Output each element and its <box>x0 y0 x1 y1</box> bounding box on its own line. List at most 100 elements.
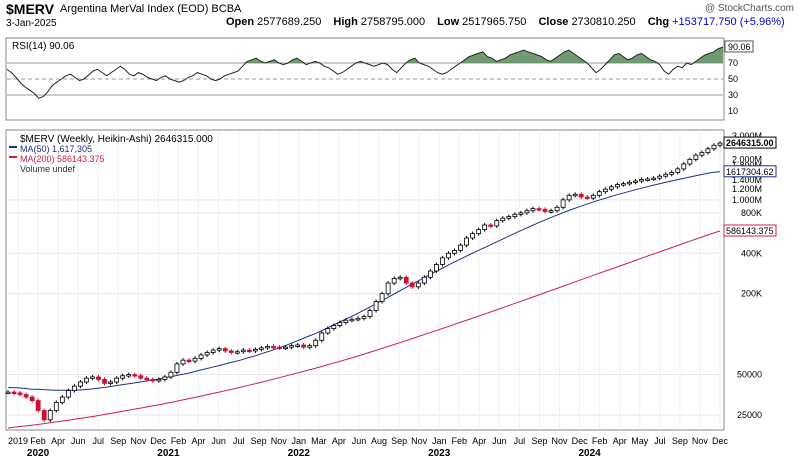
chg-label: Chg <box>647 16 670 28</box>
last-value-label: 1617304.62 <box>726 167 774 177</box>
candle-body <box>434 264 439 272</box>
candle-body <box>530 208 536 212</box>
candle-body <box>283 346 288 350</box>
price-x-year-label: 2024 <box>579 448 602 459</box>
candle-body <box>699 152 705 156</box>
price-x-tick-label: Jan <box>292 436 307 446</box>
candle-body <box>168 371 174 378</box>
price-x-tick-label: Apr <box>51 436 65 446</box>
candle-body <box>144 377 150 381</box>
price-x-tick-label: Dec <box>712 436 729 446</box>
price-x-tick-label: Jul <box>233 436 245 446</box>
candle-body <box>518 212 524 215</box>
high-label: High <box>333 16 358 28</box>
candle-body <box>446 252 451 259</box>
candle-body <box>482 224 488 231</box>
candle-body <box>596 191 602 196</box>
candle-body <box>572 193 578 197</box>
price-x-tick-label: Nov <box>411 436 428 446</box>
candle-body <box>578 193 584 198</box>
price-x-tick-label: Mar <box>311 436 327 446</box>
legend-ma200: MA(200) 586143.375 <box>20 154 105 164</box>
candle-body <box>524 210 530 214</box>
candle-body <box>512 213 518 218</box>
price-x-tick-label: Nov <box>130 436 147 446</box>
candle-body <box>35 400 41 411</box>
candle-body <box>192 357 198 362</box>
price-x-tick-label: Apr <box>332 436 346 446</box>
rsi-last-value-label: 90.06 <box>728 42 751 52</box>
price-x-tick-label: Aug <box>371 436 387 446</box>
change-value: +153717.750 (+5.96%) <box>672 16 785 28</box>
candle-body <box>204 352 210 356</box>
legend-swatch-ma200 <box>9 156 17 158</box>
price-x-tick-label: Jul <box>654 436 666 446</box>
price-x-tick-label: Dec <box>150 436 167 446</box>
candle-body <box>337 322 343 326</box>
last-value-box <box>723 224 777 237</box>
candle-body <box>403 276 409 284</box>
candle-body <box>156 379 162 382</box>
price-x-year-label: 2020 <box>27 448 50 459</box>
candle-body <box>301 344 307 348</box>
legend-ma50: MA(50) 1,617,305 <box>20 144 92 154</box>
candle-body <box>71 385 77 391</box>
last-value-box <box>723 136 777 149</box>
candle-body <box>5 391 11 395</box>
candle-body <box>23 394 29 398</box>
candle-body <box>222 348 228 352</box>
candle-body <box>252 348 258 352</box>
stockcharts-watermark: @ StockCharts.com <box>704 3 794 14</box>
price-x-tick-label: Apr <box>613 436 627 446</box>
candle-body <box>289 345 294 348</box>
price-x-tick-label: Nov <box>271 436 288 446</box>
candle-body <box>355 317 361 321</box>
price-y-tick-label: 1.200M <box>732 184 762 194</box>
legend-swatch-ma50 <box>9 146 17 148</box>
price-y-tick-label: 50000 <box>737 370 762 380</box>
candle-body <box>349 318 355 322</box>
price-x-tick-label: Sep <box>110 436 126 446</box>
candle-body <box>186 359 192 363</box>
candle-body <box>391 278 397 284</box>
candle-body <box>17 392 23 395</box>
candle-body <box>108 381 113 384</box>
candle-body <box>590 194 596 199</box>
candle-body <box>78 381 83 387</box>
close-value: 2730810.250 <box>571 16 636 28</box>
price-x-tick-label: Apr <box>472 436 486 446</box>
candle-body <box>657 175 663 179</box>
price-y-tick-label: 400K <box>741 248 762 258</box>
candle-body <box>693 154 699 160</box>
candle-body <box>440 257 445 265</box>
close-label: Close <box>538 16 569 28</box>
price-x-tick-label: Jun <box>352 436 367 446</box>
instrument-description: Argentina MerVal Index (EOD) <box>60 3 209 15</box>
candle-body <box>84 377 89 383</box>
price-x-tick-label: Jun <box>71 436 86 446</box>
candle-body <box>669 172 675 175</box>
price-x-tick-label: Feb <box>592 436 608 446</box>
candle-body <box>210 349 216 353</box>
price-x-tick-label: Nov <box>552 436 569 446</box>
low-value: 2517965.750 <box>462 16 527 28</box>
price-x-tick-label: Jul <box>92 436 104 446</box>
price-x-year-label: 2023 <box>428 448 451 459</box>
rsi-series-line <box>6 46 724 99</box>
rsi-y-tick-label: 10 <box>728 106 738 116</box>
candle-body <box>295 344 301 347</box>
candle-body <box>11 391 17 395</box>
price-x-tick-label: Feb <box>451 436 467 446</box>
candle-body <box>536 208 542 211</box>
ma50-line <box>8 171 721 391</box>
candle-body <box>180 359 186 365</box>
instrument-name: Argentina MerVal Index (EOD) BCBA <box>60 3 241 15</box>
price-x-tick-label: Jun <box>211 436 226 446</box>
candle-body <box>494 220 500 227</box>
candle-body <box>96 376 101 380</box>
symbol-title: $MERV <box>6 1 54 17</box>
candle-body <box>343 319 349 323</box>
ohlc-readout: Open 2577689.250 High 2758795.000 Low 25179… <box>226 16 785 28</box>
candle-body <box>621 183 626 186</box>
candle-body <box>458 244 463 251</box>
